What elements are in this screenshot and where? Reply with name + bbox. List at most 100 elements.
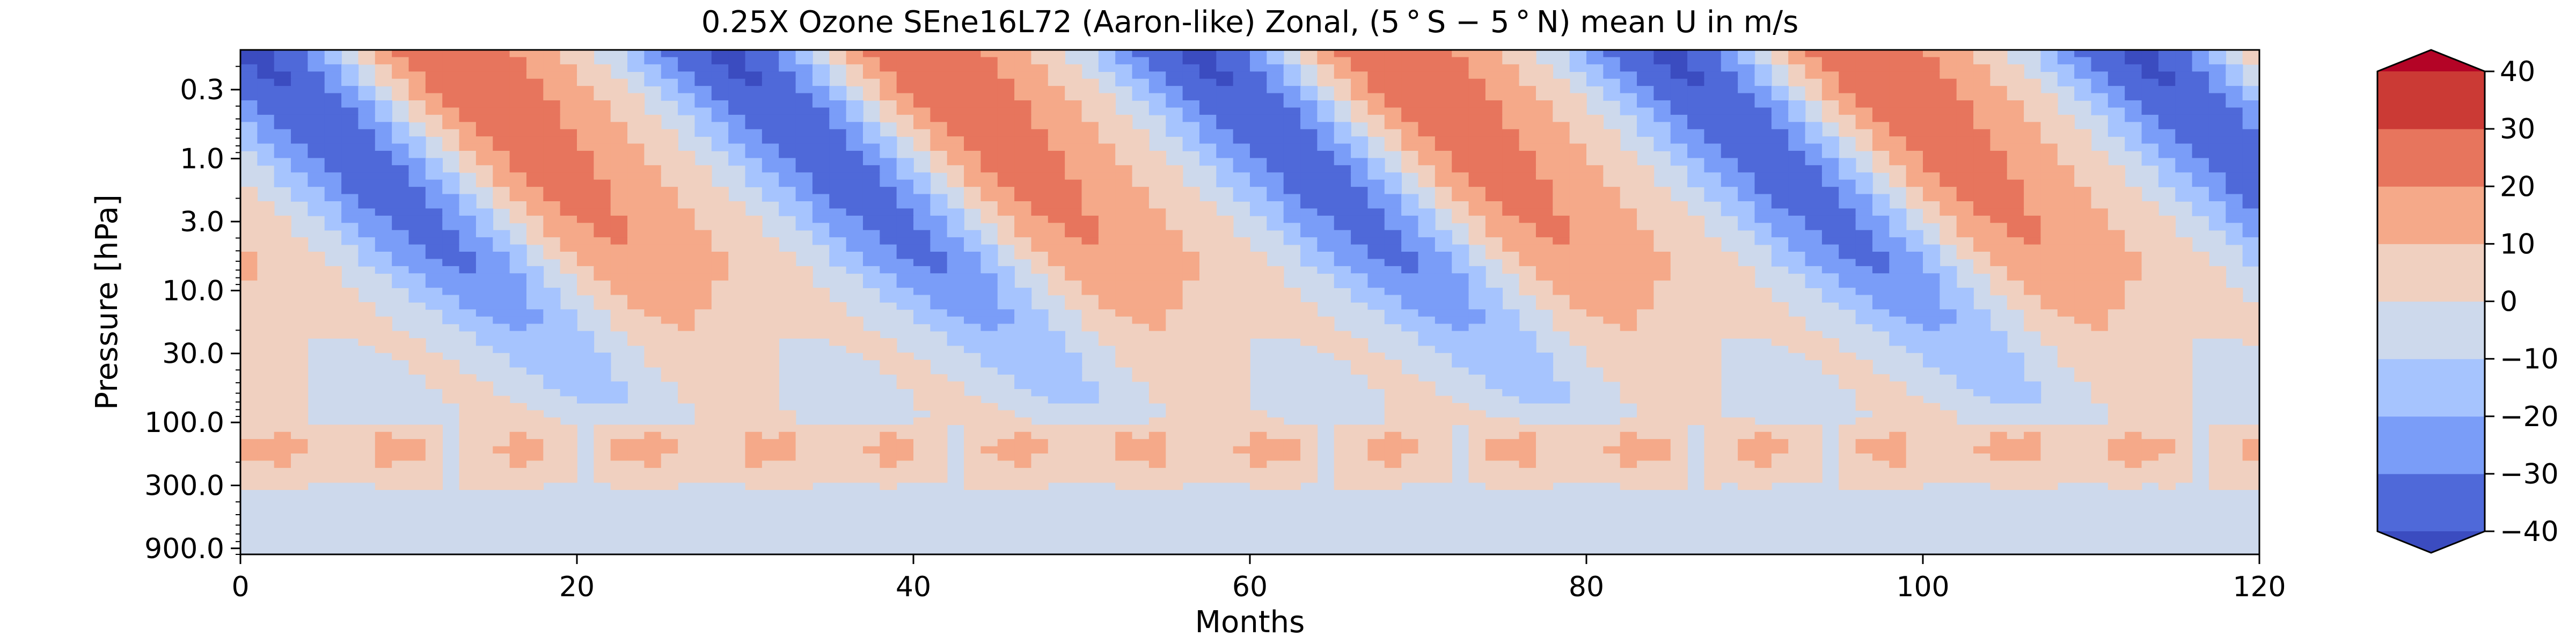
contour-cell [2141,410,2159,418]
contour-cell [2074,288,2092,296]
contour-cell [2141,57,2159,65]
contour-cell [1704,136,1722,144]
contour-cell [1182,288,1200,296]
contour-cell [661,223,678,231]
contour-cell [1519,237,1536,245]
contour-cell [291,259,309,267]
contour-cell [1502,230,1520,238]
contour-cell [543,417,561,426]
contour-cell [392,201,409,209]
contour-cell [1250,331,1268,339]
contour-cell [678,273,696,281]
contour-cell [577,353,595,361]
contour-cell [2125,208,2142,216]
contour-cell [1334,331,1351,339]
contour-cell [442,86,460,94]
contour-cell [1418,57,1436,65]
contour-cell [408,172,426,180]
contour-cell [257,223,275,231]
contour-cell [627,215,645,224]
contour-cell [493,71,510,79]
contour-cell [661,252,678,260]
contour-cell [1166,93,1183,101]
contour-cell [1250,187,1268,195]
contour-cell [2091,64,2109,72]
contour-cell [257,50,275,58]
contour-cell [594,165,611,173]
contour-cell [291,360,309,368]
contour-cell [2208,136,2227,144]
contour-cell [1485,288,1503,296]
contour-cell [274,158,291,166]
contour-cell [442,244,460,252]
contour-cell [880,114,897,123]
contour-cell [896,367,914,375]
contour-cell [1553,151,1570,159]
contour-cell [1502,100,1520,108]
contour-cell [274,223,291,231]
contour-cell [1166,273,1183,281]
contour-cell [2192,64,2209,72]
contour-cell [2024,129,2041,137]
contour-cell [1216,136,1234,144]
contour-cell [644,114,662,123]
contour-cell [2208,114,2227,123]
contour-cell [1502,172,1520,180]
contour-cell [1923,93,1941,101]
contour-cell [543,381,561,389]
contour-cell [1081,129,1099,137]
contour-cell [509,273,527,281]
contour-cell [1485,360,1503,368]
contour-cell [694,230,712,238]
contour-cell [543,374,561,382]
contour-cell [947,396,964,404]
contour-cell [257,338,275,346]
contour-cell [324,136,342,144]
contour-cell [846,230,863,238]
contour-cell [2024,324,2041,332]
contour-cell [1653,237,1671,245]
contour-cell [913,244,931,252]
contour-cell [694,288,712,296]
contour-cell [1805,215,1823,224]
contour-cell [610,114,628,123]
contour-cell [1435,64,1452,72]
contour-cell [1334,129,1351,137]
contour-cell [2158,57,2176,65]
contour-cell [1687,165,1705,173]
contour-cell [728,50,746,58]
contour-cell [644,165,662,173]
contour-cell [1452,93,1469,101]
contour-cell [1553,158,1570,166]
contour-cell [1721,100,1738,108]
contour-cell [392,353,409,361]
contour-cell [964,201,982,209]
contour-cell [610,252,628,260]
contour-cell [1788,187,1806,195]
contour-cell [324,266,342,274]
contour-cell [2024,201,2041,209]
contour-cell [1923,331,1941,339]
contour-cell [745,331,763,339]
contour-cell [1855,107,1873,115]
contour-cell [644,223,662,231]
contour-cell [964,252,982,260]
contour-cell [728,331,746,339]
contour-cell [728,338,746,346]
contour-cell [1148,208,1167,216]
contour-cell [1300,122,1318,130]
contour-cell [1569,338,1587,346]
contour-cell [1855,201,1873,209]
contour-cell [1418,158,1436,166]
contour-cell [526,223,544,231]
contour-cell [711,259,729,267]
contour-cell [1872,374,1890,382]
contour-cell [1300,107,1318,115]
contour-cell [1148,295,1167,303]
contour-cell [1216,252,1234,260]
contour-cell [997,114,1015,123]
contour-cell [2007,244,2024,252]
contour-cell [1182,86,1200,94]
contour-cell [1065,208,1082,216]
contour-cell [896,425,914,433]
